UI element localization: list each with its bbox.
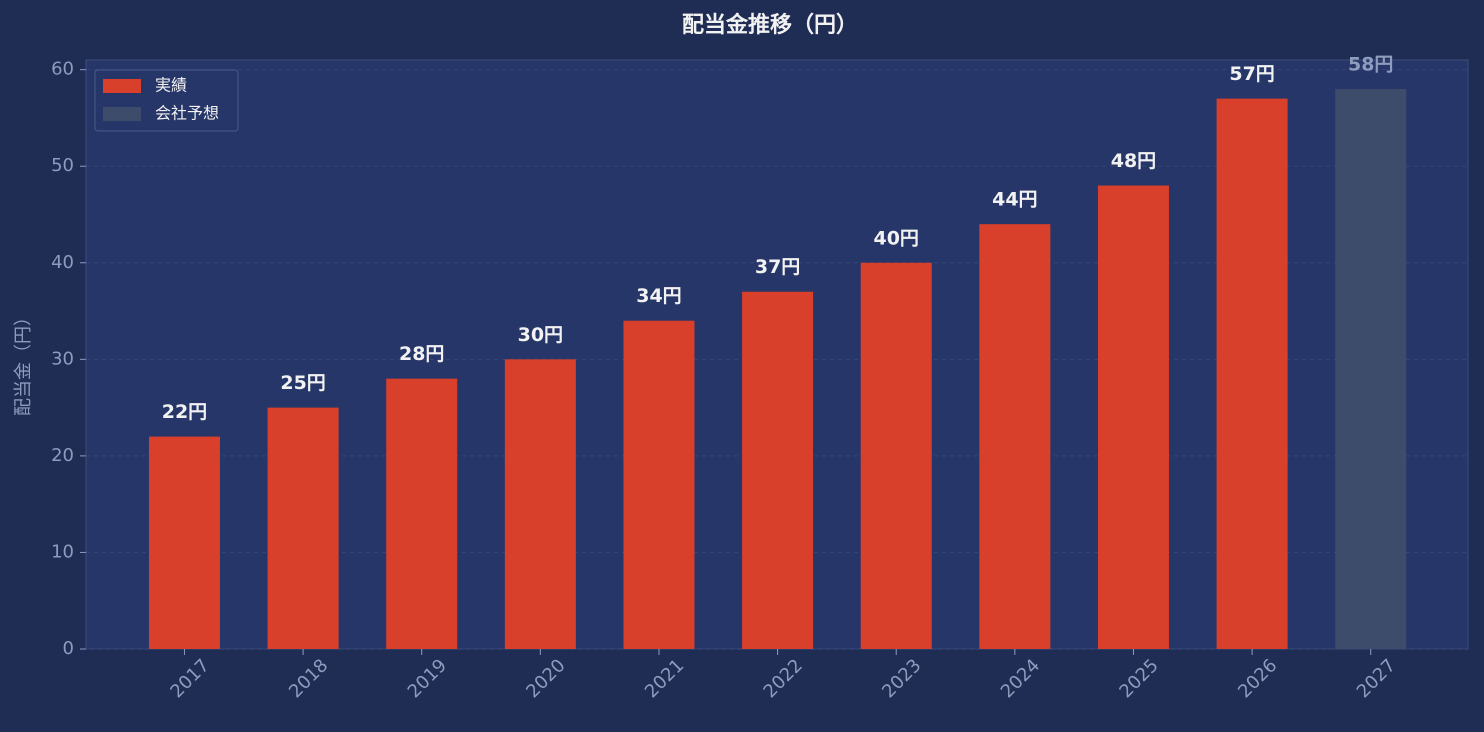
value-label: 22円: [162, 401, 207, 423]
y-tick-label: 10: [51, 541, 74, 562]
y-tick-label: 60: [51, 59, 74, 80]
bar: [148, 436, 220, 649]
bar: [979, 224, 1051, 650]
legend-label: 会社予想: [155, 104, 219, 123]
bar: [623, 320, 695, 649]
value-label: 30円: [518, 324, 563, 346]
y-axis-label: 配当金（円）: [13, 308, 34, 416]
value-label: 48円: [1111, 150, 1156, 172]
bar: [504, 359, 576, 649]
chart-title: 配当金推移（円）: [682, 12, 858, 38]
value-label: 40円: [873, 227, 918, 249]
y-tick-label: 20: [51, 445, 74, 466]
value-label: 25円: [280, 372, 325, 394]
y-tick-label: 30: [51, 348, 74, 369]
value-label: 57円: [1229, 63, 1274, 85]
bar: [386, 378, 458, 649]
bar: [267, 407, 339, 649]
y-tick-label: 0: [63, 638, 74, 659]
y-tick-label: 50: [51, 155, 74, 176]
y-tick-label: 40: [51, 252, 74, 273]
bar: [860, 262, 932, 649]
legend-label: 実績: [155, 76, 187, 95]
legend-swatch: [103, 79, 141, 93]
value-label: 44円: [992, 189, 1037, 211]
bar: [1335, 88, 1407, 649]
bar: [742, 291, 814, 649]
bar: [1216, 98, 1288, 650]
value-label: 34円: [636, 285, 681, 307]
value-label: 37円: [755, 256, 800, 278]
value-label: 58円: [1348, 53, 1393, 75]
legend-swatch: [103, 107, 141, 121]
value-label: 28円: [399, 343, 444, 365]
bar: [1097, 185, 1169, 649]
